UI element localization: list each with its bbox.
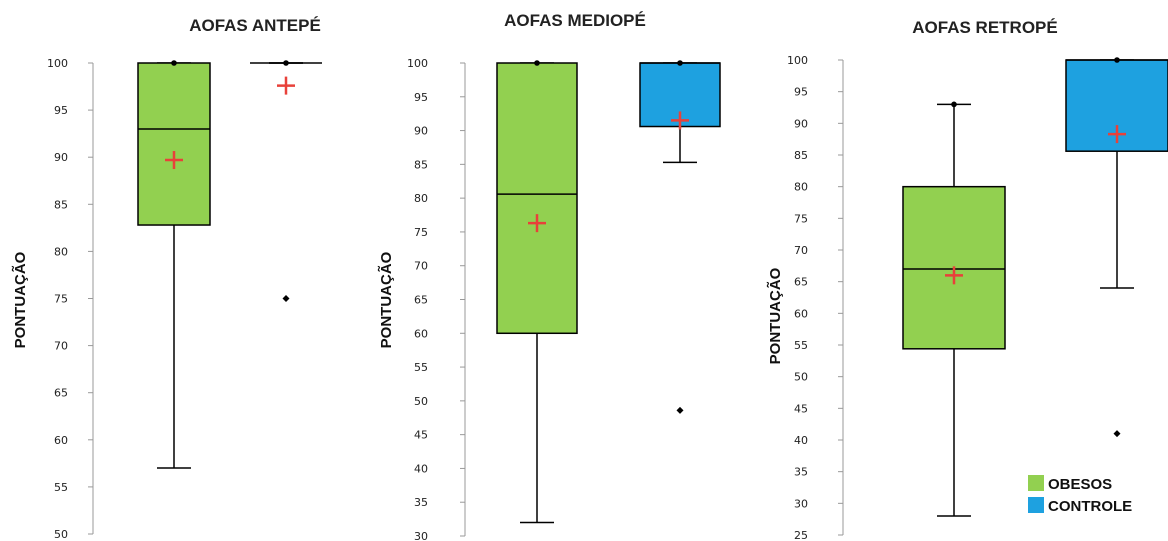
box-obesos: [496, 60, 578, 524]
box-iqr: [137, 62, 211, 226]
legend-item-obesos: OBESOS: [1028, 475, 1112, 493]
outlier-point: [282, 295, 290, 302]
y-tick-label: 80: [54, 245, 68, 258]
legend-item-controle: CONTROLE: [1028, 497, 1132, 515]
y-tick-label: 95: [794, 86, 808, 99]
y-tick-label: 50: [794, 371, 808, 384]
y-tick-label: 100: [47, 57, 68, 70]
y-tick-label: 85: [794, 149, 808, 162]
y-axis-label: PONTUAÇÃO: [377, 251, 395, 348]
chart-title: AOFAS ANTEPÉ: [189, 16, 321, 35]
legend: OBESOS CONTROLE: [1028, 475, 1132, 515]
max-point: [171, 60, 177, 66]
y-tick-label: 40: [414, 462, 428, 475]
outlier-point: [676, 406, 684, 414]
y-tick-label: 30: [414, 530, 428, 541]
box-obesos: [137, 60, 211, 469]
y-tick-label: 80: [414, 192, 428, 205]
y-tick-label: 55: [54, 481, 68, 494]
box-obesos: [902, 101, 1006, 517]
y-tick-label: 60: [54, 434, 68, 447]
y-tick-label: 100: [787, 54, 808, 67]
box-controle: [639, 60, 721, 414]
mean-marker: [277, 76, 295, 95]
y-tick-label: 50: [414, 395, 428, 408]
mean-marker: [528, 214, 546, 233]
box-controle: [250, 60, 322, 302]
y-tick-label: 45: [414, 429, 428, 442]
y-tick-label: 75: [794, 212, 808, 225]
y-tick-label: 60: [794, 307, 808, 320]
legend-label: OBESOS: [1048, 476, 1112, 493]
y-tick-label: 95: [54, 104, 68, 117]
y-tick-label: 45: [794, 402, 808, 415]
y-tick-label: 65: [414, 294, 428, 307]
mean-marker: [945, 266, 963, 285]
y-tick-label: 100: [407, 57, 428, 70]
y-axis-label: PONTUAÇÃO: [766, 267, 784, 364]
y-tick-label: 55: [794, 339, 808, 352]
legend-swatch: [1028, 497, 1044, 513]
y-tick-label: 65: [54, 387, 68, 400]
y-tick-label: 85: [414, 158, 428, 171]
y-tick-label: 35: [794, 466, 808, 479]
y-tick-label: 70: [54, 340, 68, 353]
chart-panel-3: AOFAS RETROPÉ PONTUAÇÃO 25 30 35 40 45 50 55 60 65…: [766, 18, 1168, 541]
outlier-point: [1113, 430, 1121, 438]
y-tick-label: 50: [54, 528, 68, 541]
y-tick-label: 25: [794, 529, 808, 541]
y-tick-label: 90: [414, 125, 428, 138]
chart-panel-2: AOFAS MEDIOPÉ PONTUAÇÃO 30 35 40 45 50 55 60 65 70…: [377, 11, 721, 541]
chart-panel-1: AOFAS ANTEPÉ PONTUAÇÃO 50 55 60 65 70 75 80 85 90 9…: [11, 16, 322, 541]
y-tick-label: 90: [794, 117, 808, 130]
y-tick-label: 80: [794, 181, 808, 194]
max-point: [951, 101, 957, 108]
legend-swatch: [1028, 475, 1044, 491]
mean-marker: [165, 151, 183, 170]
y-tick-label: 70: [414, 260, 428, 273]
box-controle: [1065, 57, 1168, 438]
y-tick-label: 90: [54, 151, 68, 164]
y-tick-label: 70: [794, 244, 808, 257]
legend-label: CONTROLE: [1048, 498, 1132, 515]
mean-marker: [1108, 125, 1126, 144]
y-tick-label: 35: [414, 496, 428, 509]
y-tick-label: 60: [414, 327, 428, 340]
y-tick-label: 75: [54, 293, 68, 306]
mean-marker: [671, 111, 689, 130]
y-tick-label: 95: [414, 91, 428, 104]
y-tick-label: 65: [794, 276, 808, 289]
y-axis-label: PONTUAÇÃO: [11, 251, 29, 348]
y-tick-label: 40: [794, 434, 808, 447]
max-point: [283, 60, 289, 66]
y-tick-label: 30: [794, 497, 808, 510]
chart-title: AOFAS MEDIOPÉ: [504, 11, 646, 30]
chart-title: AOFAS RETROPÉ: [912, 18, 1057, 37]
box-iqr: [496, 62, 578, 335]
max-point: [677, 60, 683, 66]
y-tick-label: 55: [414, 361, 428, 374]
max-point: [534, 60, 540, 66]
y-tick-label: 75: [414, 226, 428, 239]
y-tick-label: 85: [54, 198, 68, 211]
max-point: [1114, 57, 1120, 63]
